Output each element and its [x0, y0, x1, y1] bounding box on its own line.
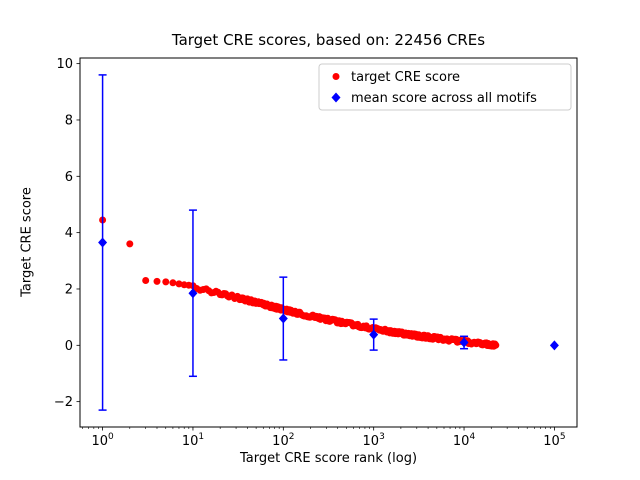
- mean-diamond-marker: [98, 237, 108, 248]
- legend-box: [318, 63, 572, 111]
- x-tick-label: 103: [363, 432, 385, 449]
- mean-diamond-marker: [278, 313, 288, 324]
- legend-marker-circle: [332, 73, 340, 80]
- axes: 100 101 102 103 104 105 −2 0 2 4 6 8 10: [54, 57, 578, 449]
- red-point: [492, 341, 500, 349]
- x-tick-label: 101: [182, 432, 204, 449]
- mean-diamond-marker: [188, 288, 198, 299]
- x-axis-label: Target CRE score rank (log): [239, 451, 418, 466]
- mean-diamond-marker: [549, 340, 559, 351]
- x-tick-label: 104: [453, 432, 476, 449]
- y-tick-label: −2: [54, 395, 73, 410]
- blue-series: [98, 74, 559, 411]
- x-tick-label: 105: [543, 432, 565, 449]
- y-tick-label: 2: [65, 282, 73, 297]
- y-axis-label: Target CRE score: [19, 187, 35, 297]
- red-point: [153, 277, 161, 285]
- plot-border: [79, 57, 578, 428]
- legend-label: mean score across all motifs: [351, 91, 537, 106]
- red-point: [169, 279, 177, 287]
- legend-label: target CRE score: [351, 70, 460, 85]
- red-point: [162, 278, 170, 286]
- chart-title: Target CRE scores, based on: 22456 CREs: [171, 31, 486, 49]
- mean-diamond-marker: [459, 337, 469, 348]
- red-point: [126, 240, 134, 248]
- y-tick-label: 4: [65, 226, 73, 241]
- x-tick-label: 100: [91, 432, 114, 449]
- x-tick-label: 102: [272, 432, 294, 449]
- y-tick-label: 10: [56, 57, 73, 72]
- red-point: [142, 277, 150, 284]
- red-point: [175, 280, 183, 288]
- y-tick-label: 8: [65, 113, 73, 128]
- legend: target CRE score mean score across all mo…: [318, 63, 572, 111]
- y-tick-label: 6: [65, 170, 73, 185]
- mean-diamond-marker: [369, 329, 379, 340]
- red-series: [99, 216, 500, 350]
- y-tick-label: 0: [65, 339, 73, 354]
- legend-marker-diamond: [331, 92, 341, 103]
